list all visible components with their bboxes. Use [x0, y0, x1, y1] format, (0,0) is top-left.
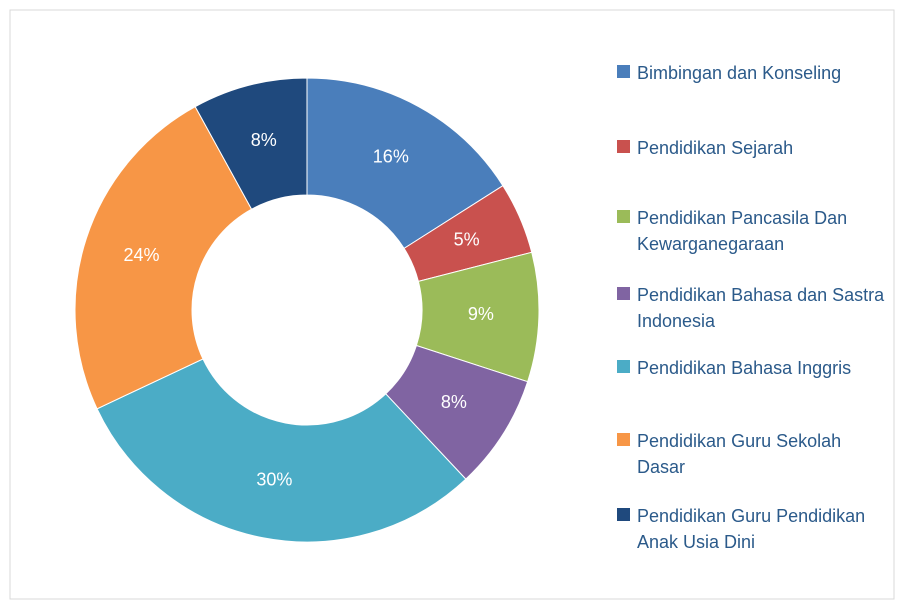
legend-swatch [617, 287, 630, 300]
data-label: 8% [441, 392, 467, 412]
donut-slice [74, 106, 253, 410]
legend-swatch [617, 65, 630, 78]
legend-swatch [617, 508, 630, 521]
data-label: 30% [256, 470, 292, 490]
data-label: 16% [373, 146, 409, 166]
legend-entry: Pendidikan Sejarah [617, 135, 897, 161]
legend-label: Pendidikan Pancasila Dan Kewarganegaraan [637, 208, 848, 254]
legend-entry: Pendidikan Bahasa dan Sastra Indonesia [617, 282, 897, 334]
data-label: 24% [124, 245, 160, 265]
legend-entry: Pendidikan Bahasa Inggris [617, 355, 897, 381]
legend-entry: Pendidikan Guru Pendidikan Anak Usia Din… [617, 503, 897, 555]
data-label: 5% [454, 230, 480, 250]
legend-swatch [617, 360, 630, 373]
legend-entry: Pendidikan Guru Sekolah Dasar [617, 428, 897, 480]
legend-label: Pendidikan Guru Sekolah Dasar [637, 431, 842, 477]
legend-label: Bimbingan dan Konseling [637, 63, 842, 83]
legend-label: Pendidikan Bahasa dan Sastra Indonesia [637, 285, 885, 331]
donut-slice [306, 77, 504, 250]
legend-swatch [617, 210, 630, 223]
donut-slice [194, 77, 308, 210]
legend-label: Pendidikan Sejarah [637, 138, 794, 158]
legend-swatch [617, 433, 630, 446]
data-label: 8% [251, 130, 277, 150]
legend-entry: Pendidikan Pancasila Dan Kewarganegaraan [617, 205, 897, 257]
data-label: 9% [468, 304, 494, 324]
chart-border [9, 9, 895, 600]
legend-label: Pendidikan Bahasa Inggris [637, 358, 852, 378]
legend-swatch [617, 140, 630, 153]
donut-slice [96, 358, 467, 543]
legend-label: Pendidikan Guru Pendidikan Anak Usia Din… [637, 506, 866, 552]
legend-entry: Bimbingan dan Konseling [617, 60, 897, 86]
